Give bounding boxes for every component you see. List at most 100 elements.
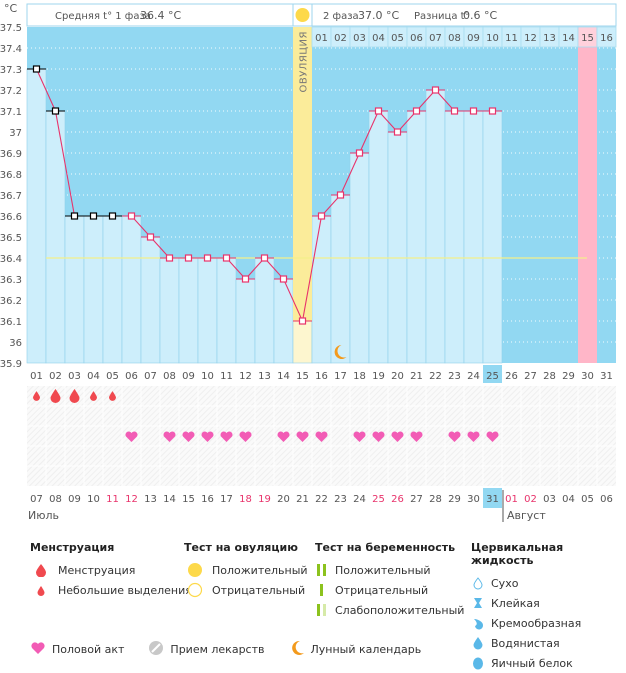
- expected-period-column: [578, 27, 597, 363]
- luteal-day-label: 09: [467, 33, 480, 44]
- temperature-bar: [235, 278, 256, 364]
- legend-item: Положительный: [184, 560, 308, 580]
- temperature-bar: [330, 194, 351, 364]
- cycle-day-label: 03: [68, 371, 81, 382]
- legend-item: Кремообразная: [471, 613, 626, 633]
- temperature-bar: [159, 257, 180, 364]
- heart-icon: [239, 431, 252, 442]
- y-tick-label: 37.4: [0, 44, 22, 55]
- current-day-highlight: [483, 365, 502, 383]
- legend-menstruation: Менструация Менструация Небольшие выделе…: [30, 541, 192, 600]
- luteal-day-label: 06: [410, 33, 423, 44]
- current-date-highlight: [483, 488, 502, 508]
- legend-title: Тест на овуляцию: [184, 541, 298, 554]
- calendar-date-label: 13: [144, 494, 157, 505]
- calendar-date-label: 31: [486, 494, 499, 505]
- heart-icon: [182, 431, 195, 442]
- legend-label: Водянистая: [491, 636, 560, 650]
- temperature-bar: [482, 110, 503, 364]
- calendar-date-label: 22: [315, 494, 328, 505]
- y-tick-label: 36.2: [0, 296, 22, 307]
- calendar-date-label: 19: [258, 494, 271, 505]
- temperature-bar: [273, 278, 294, 364]
- temperature-bar: [368, 110, 389, 364]
- legend-item: Лунный календарь: [289, 640, 421, 659]
- calendar-date-label: 14: [163, 494, 176, 505]
- y-tick-label: 37.3: [0, 65, 22, 76]
- spotting-drop-icon: [33, 391, 40, 401]
- cycle-day-label: 22: [429, 371, 442, 382]
- cycle-day-label: 06: [125, 371, 138, 382]
- legend-label: Кремообразная: [491, 616, 582, 630]
- temperature-bar: [64, 215, 85, 364]
- legend-misc: Половой акт Прием лекарств Лунный календ…: [30, 640, 421, 659]
- ovulation-column: [293, 27, 312, 321]
- blood-drop-large-icon: [30, 563, 52, 577]
- legend-label: Клейкая: [491, 596, 540, 610]
- calendar-date-label: 25: [372, 494, 385, 505]
- temperature-point: [51, 107, 60, 115]
- temperature-point: [431, 86, 440, 94]
- cycle-day-label: 08: [163, 371, 176, 382]
- ovulation-test-positive-icon: [295, 8, 310, 22]
- temperature-bar: [311, 215, 332, 364]
- egg-white-icon: [471, 656, 485, 670]
- temperature-point: [279, 275, 288, 283]
- y-tick-label: 36.6: [0, 212, 22, 223]
- cycle-day-label: 30: [581, 371, 594, 382]
- y-tick-label: 36.7: [0, 191, 22, 202]
- temperature-point: [450, 107, 459, 115]
- calendar-date-label: 03: [543, 494, 556, 505]
- cycle-day-label: 31: [600, 371, 613, 382]
- calendar-date-label: 15: [182, 494, 195, 505]
- temperature-point: [298, 317, 307, 325]
- heart-icon: [467, 431, 480, 442]
- cycle-day-label: 10: [201, 371, 214, 382]
- legend-cervical-fluid: Цервикальная жидкость Сухо Клейкая Кремо…: [471, 541, 626, 673]
- luteal-day-label: 01: [315, 33, 328, 44]
- temperature-point: [70, 212, 79, 220]
- luteal-day-label: 14: [562, 33, 575, 44]
- legend-title: Тест на беременность: [315, 541, 456, 554]
- legend-label: Яичный белок: [491, 656, 573, 670]
- legend-ovulation-test: Тест на овуляцию Положительный Отрицател…: [184, 541, 308, 600]
- luteal-day-label: 08: [448, 33, 461, 44]
- cycle-day-label: 20: [391, 371, 404, 382]
- heart-icon: [353, 431, 366, 442]
- temperature-point: [336, 191, 345, 199]
- y-tick-label: 36.9: [0, 149, 22, 160]
- calendar-date-label: 07: [30, 494, 43, 505]
- legend-item: Яичный белок: [471, 653, 626, 673]
- cycle-day-label: 01: [30, 371, 43, 382]
- temp-diff-value: 0.6 °C: [463, 9, 497, 22]
- calendar-date-label: 29: [448, 494, 461, 505]
- cycle-day-label: 23: [448, 371, 461, 382]
- luteal-day-label: 16: [600, 33, 613, 44]
- heart-icon: [220, 431, 233, 442]
- calendar-date-label: 20: [277, 494, 290, 505]
- calendar-date-label: 12: [125, 494, 138, 505]
- calendar-date-label: 09: [68, 494, 81, 505]
- moon-icon: [289, 640, 305, 659]
- temperature-point: [127, 212, 136, 220]
- temperature-bar: [425, 89, 446, 364]
- temperature-bar: [140, 236, 161, 364]
- temperature-point: [184, 254, 193, 262]
- cycle-day-label: 17: [334, 371, 347, 382]
- calendar-date-label: 26: [391, 494, 404, 505]
- calendar-date-label: 30: [467, 494, 480, 505]
- temperature-bar: [197, 257, 218, 364]
- temperature-point: [241, 275, 250, 283]
- luteal-day-label: 15: [581, 33, 594, 44]
- temperature-point: [108, 212, 117, 220]
- spotting-drop-icon: [109, 391, 116, 401]
- cycle-day-label: 07: [144, 371, 157, 382]
- calendar-date-label: 04: [562, 494, 575, 505]
- calendar-date-label: 08: [49, 494, 62, 505]
- calendar-date-label: 18: [239, 494, 252, 505]
- legend-label: Половой акт: [52, 643, 125, 656]
- legend-label: Положительный: [335, 563, 431, 577]
- temp-diff-label: Разница t°: [414, 11, 470, 22]
- temperature-point: [260, 254, 269, 262]
- y-tick-label: 37.1: [0, 107, 22, 118]
